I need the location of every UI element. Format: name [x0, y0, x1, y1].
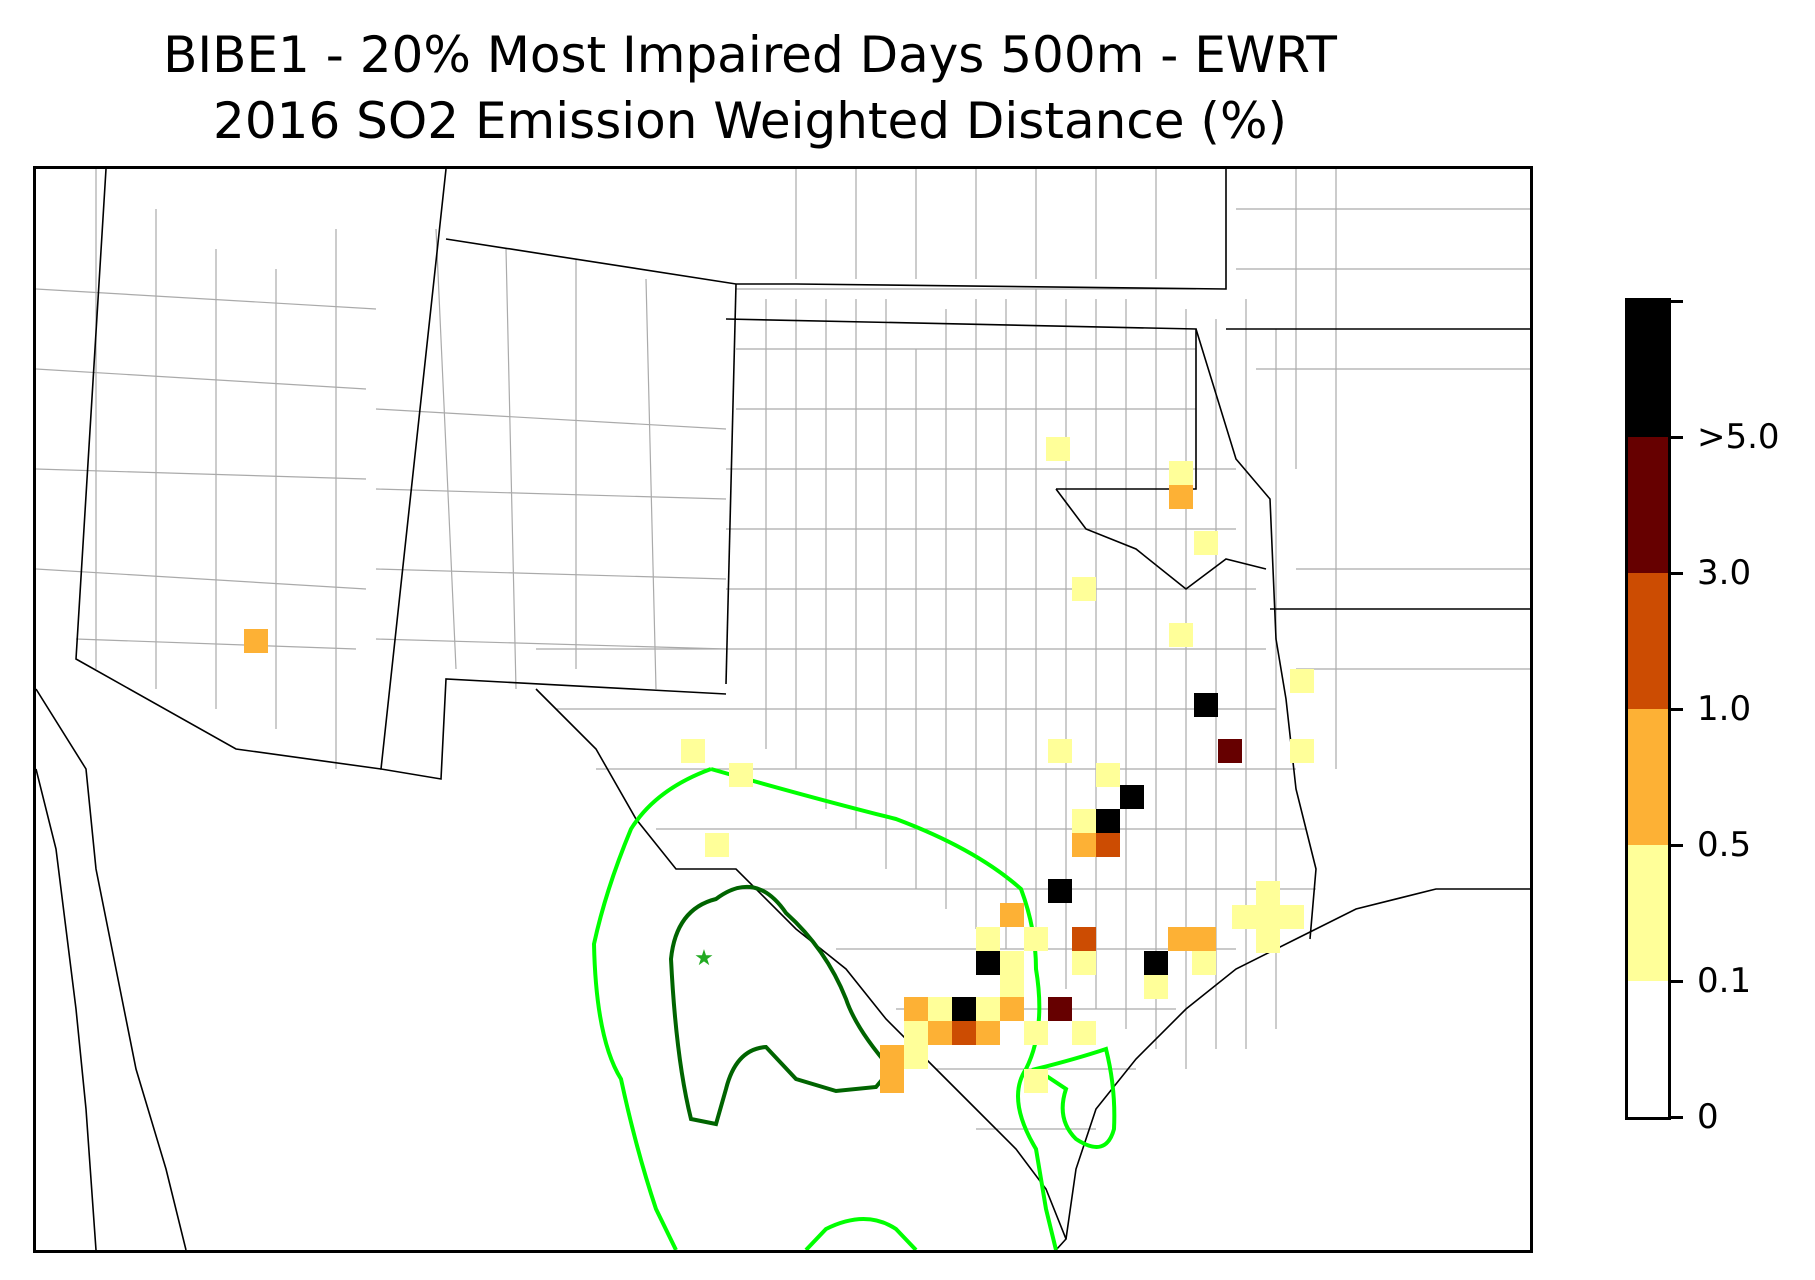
emission-cell [1290, 669, 1314, 693]
colorbar-tick [1671, 707, 1683, 711]
emission-cell [1168, 927, 1192, 951]
contour-inner-line [668, 884, 894, 1127]
emission-cell [1072, 951, 1096, 975]
emission-cell [1290, 739, 1314, 763]
emission-cell [244, 629, 268, 653]
emission-cell [1194, 531, 1218, 555]
colorbar-tick-label: 0.5 [1697, 825, 1752, 865]
emission-cell [976, 951, 1000, 975]
emission-cell [904, 1021, 928, 1045]
emission-cell [1072, 1021, 1096, 1045]
emission-cell [1096, 763, 1120, 787]
colorbar-segment [1628, 981, 1668, 1117]
emission-cell [1256, 905, 1280, 929]
colorbar-segment [1628, 709, 1668, 845]
emission-cell [1194, 693, 1218, 717]
emission-cell [1192, 927, 1216, 951]
chart-title-line-2: 2016 SO2 Emission Weighted Distance (%) [213, 92, 1287, 150]
emission-cell [1072, 577, 1096, 601]
emission-cell [952, 997, 976, 1021]
emission-cell [1000, 951, 1024, 975]
colorbar-tick [1671, 571, 1683, 575]
emission-cell [1000, 997, 1024, 1021]
emission-cell [976, 997, 1000, 1021]
colorbar-segment [1628, 437, 1668, 573]
colorbar-tick [1671, 435, 1683, 439]
emission-cell [1280, 905, 1304, 929]
colorbar-tick-label: 0.1 [1697, 961, 1752, 1001]
emission-cell [681, 739, 705, 763]
emission-cell [928, 997, 952, 1021]
emission-cell [1048, 739, 1072, 763]
emission-cell [1024, 1069, 1048, 1093]
emission-cell [952, 1021, 976, 1045]
colorbar-tick [1671, 1115, 1683, 1119]
colorbar-tick [1671, 979, 1683, 983]
colorbar-segment [1628, 301, 1668, 437]
emission-cell [1048, 997, 1072, 1021]
map-canvas: ★ [36, 169, 1530, 1250]
colorbar-tick-label: 3.0 [1697, 553, 1752, 593]
emission-cell [976, 927, 1000, 951]
emission-cell [1024, 927, 1048, 951]
contour-outer-line-2 [710, 767, 1058, 1250]
receptor-star-icon: ★ [694, 946, 714, 971]
colorbar-tick-label: 0 [1697, 1097, 1719, 1137]
emission-cell [1144, 975, 1168, 999]
emission-cell [1120, 785, 1144, 809]
emission-cell [928, 1021, 952, 1045]
emission-cell [1169, 461, 1193, 485]
emission-cell [1072, 833, 1096, 857]
emission-cell [1048, 879, 1072, 903]
colorbar-segment [1628, 845, 1668, 981]
emission-cell [705, 833, 729, 857]
colorbar-tick-label: >5.0 [1697, 417, 1780, 457]
emission-cell [1072, 927, 1096, 951]
emission-cell [1072, 809, 1096, 833]
emission-cell [1144, 951, 1168, 975]
emission-cell [1046, 437, 1070, 461]
colorbar-tick [1671, 299, 1683, 303]
emission-cell [1000, 903, 1024, 927]
emission-cells [244, 437, 1314, 1093]
emission-cell [1218, 739, 1242, 763]
emission-cell [1169, 485, 1193, 509]
emission-cell [1192, 951, 1216, 975]
emission-cell [1096, 833, 1120, 857]
emission-cell [729, 763, 753, 787]
colorbar-tick-label: 1.0 [1697, 689, 1752, 729]
emission-cell [1096, 809, 1120, 833]
emission-cell [1256, 929, 1280, 953]
emission-cell [1169, 623, 1193, 647]
map-panel: ★ [33, 166, 1533, 1253]
emission-cell [1232, 905, 1256, 929]
emission-cell [880, 1069, 904, 1093]
emission-cell [880, 1045, 904, 1069]
contour-outer-line [591, 767, 712, 1250]
contour-outer-line-4 [804, 1217, 918, 1250]
emission-cell [1024, 1021, 1048, 1045]
emission-cell [1000, 975, 1024, 999]
colorbar [1625, 298, 1671, 1120]
colorbar-tick [1671, 843, 1683, 847]
emission-cell [904, 1045, 928, 1069]
emission-cell [904, 997, 928, 1021]
county-boundaries [36, 169, 1530, 1130]
chart-title-line-1: BIBE1 - 20% Most Impaired Days 500m - EW… [163, 26, 1337, 84]
colorbar-segment [1628, 573, 1668, 709]
contour-outer-line-3 [1031, 1046, 1117, 1149]
emission-cell [976, 1021, 1000, 1045]
emission-cell [1256, 881, 1280, 905]
